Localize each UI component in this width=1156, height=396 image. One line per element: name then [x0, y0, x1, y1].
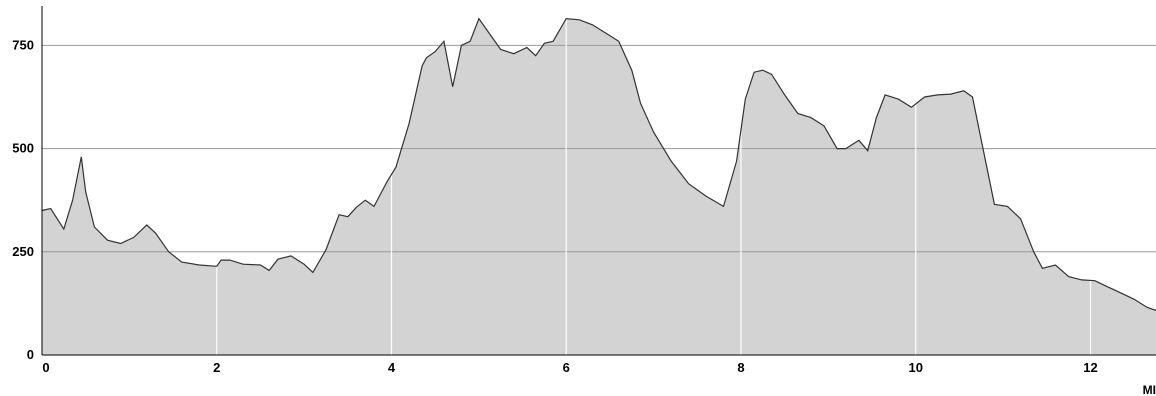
y-tick-label-500: 500 — [12, 141, 34, 156]
x-tick-label-8: 8 — [737, 360, 744, 375]
x-tick-label-4: 4 — [388, 360, 396, 375]
y-tick-label-250: 250 — [12, 244, 34, 259]
x-axis-unit-label: MI — [1143, 383, 1156, 396]
x-tick-label-2: 2 — [213, 360, 220, 375]
elevation-line — [41, 17, 1156, 311]
y-tick-label-750: 750 — [12, 37, 34, 52]
x-tick-label-6: 6 — [563, 360, 570, 375]
elevation-area — [42, 18, 1156, 355]
x-tick-label-10: 10 — [908, 360, 922, 375]
y-tick-label-0: 0 — [27, 347, 34, 362]
x-tick-label-0: 0 — [42, 360, 49, 375]
x-tick-label-12: 12 — [1083, 360, 1097, 375]
